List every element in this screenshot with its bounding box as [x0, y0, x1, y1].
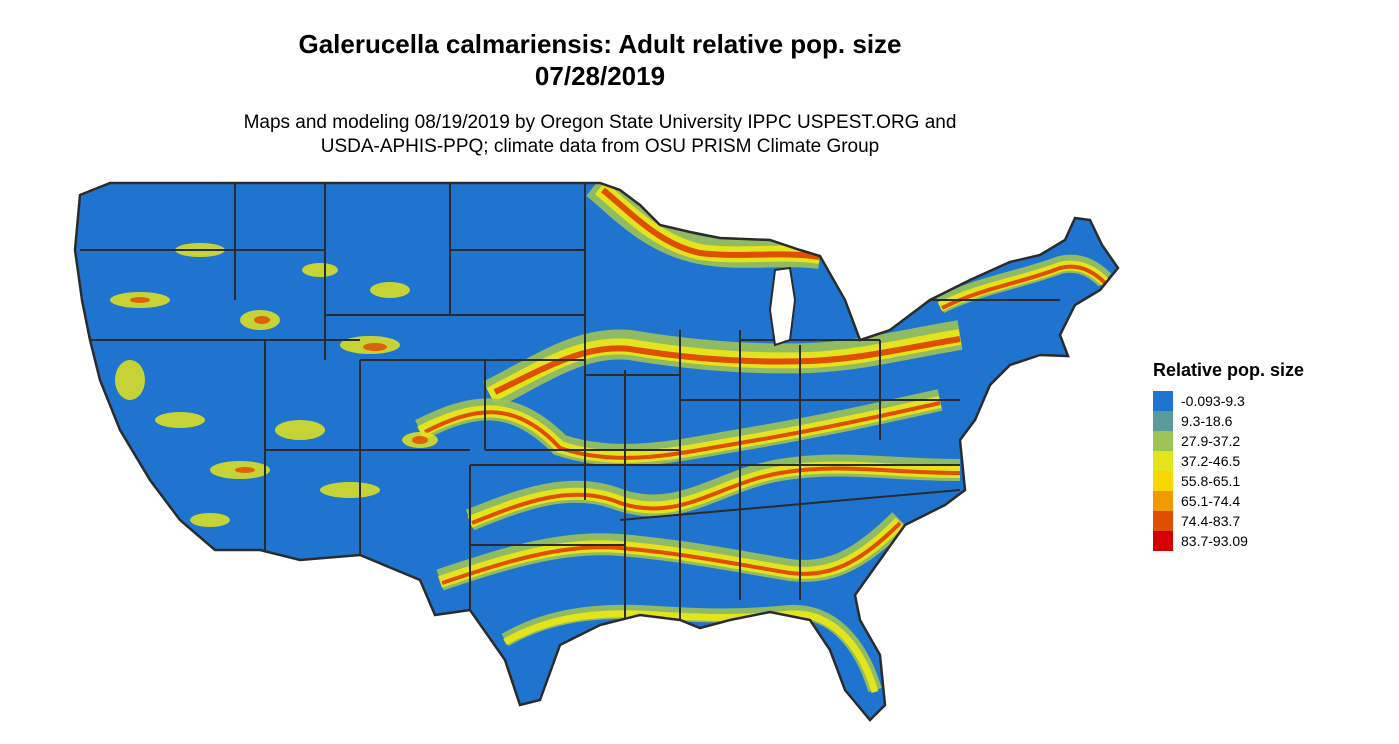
legend-title: Relative pop. size — [1153, 360, 1305, 380]
legend-label: 37.2-46.5 — [1181, 453, 1241, 469]
legend-swatch — [1153, 511, 1173, 531]
legend-label: 65.1-74.4 — [1181, 493, 1241, 509]
legend-swatch — [1153, 431, 1173, 451]
legend-swatch — [1153, 491, 1173, 511]
lake-michigan — [768, 266, 797, 347]
credit-line-1: Maps and modeling 08/19/2019 by Oregon S… — [243, 112, 957, 133]
legend-swatch — [1153, 451, 1173, 471]
map-title: Galerucella calmariensis: Adult relative… — [298, 29, 902, 59]
legend-label: 27.9-37.2 — [1181, 433, 1241, 449]
legend-swatch — [1153, 411, 1173, 431]
legend-item: 37.2-46.5 — [1153, 451, 1373, 471]
legend-item: 74.4-83.7 — [1153, 511, 1373, 531]
map-date: 07/28/2019 — [534, 61, 666, 91]
legend-item: 83.7-93.09 — [1153, 531, 1373, 551]
legend-items: -0.093-9.3 9.3-18.6 27.9-37.2 37.2-46.5 55.8… — [1153, 391, 1373, 551]
legend-item: -0.093-9.3 — [1153, 391, 1373, 411]
credit-line-2: USDA-APHIS-PPQ; climate data from OSU PR… — [320, 136, 880, 157]
legend-item: 65.1-74.4 — [1153, 491, 1373, 511]
legend-label: 55.8-65.1 — [1181, 473, 1241, 489]
legend-item: 55.8-65.1 — [1153, 471, 1373, 491]
legend-swatch — [1153, 391, 1173, 411]
legend-item: 27.9-37.2 — [1153, 431, 1373, 451]
state-borders — [80, 183, 1060, 620]
legend-label: 74.4-83.7 — [1181, 513, 1241, 529]
legend-label: 83.7-93.09 — [1181, 533, 1248, 549]
legend-swatch — [1153, 531, 1173, 551]
legend: Relative pop. size -0.093-9.3 9.3-18.6 27.… — [1153, 360, 1373, 551]
legend-swatch — [1153, 471, 1173, 491]
legend-label: -0.093-9.3 — [1181, 393, 1245, 409]
legend-label: 9.3-18.6 — [1181, 413, 1233, 429]
legend-item: 9.3-18.6 — [1153, 411, 1373, 431]
